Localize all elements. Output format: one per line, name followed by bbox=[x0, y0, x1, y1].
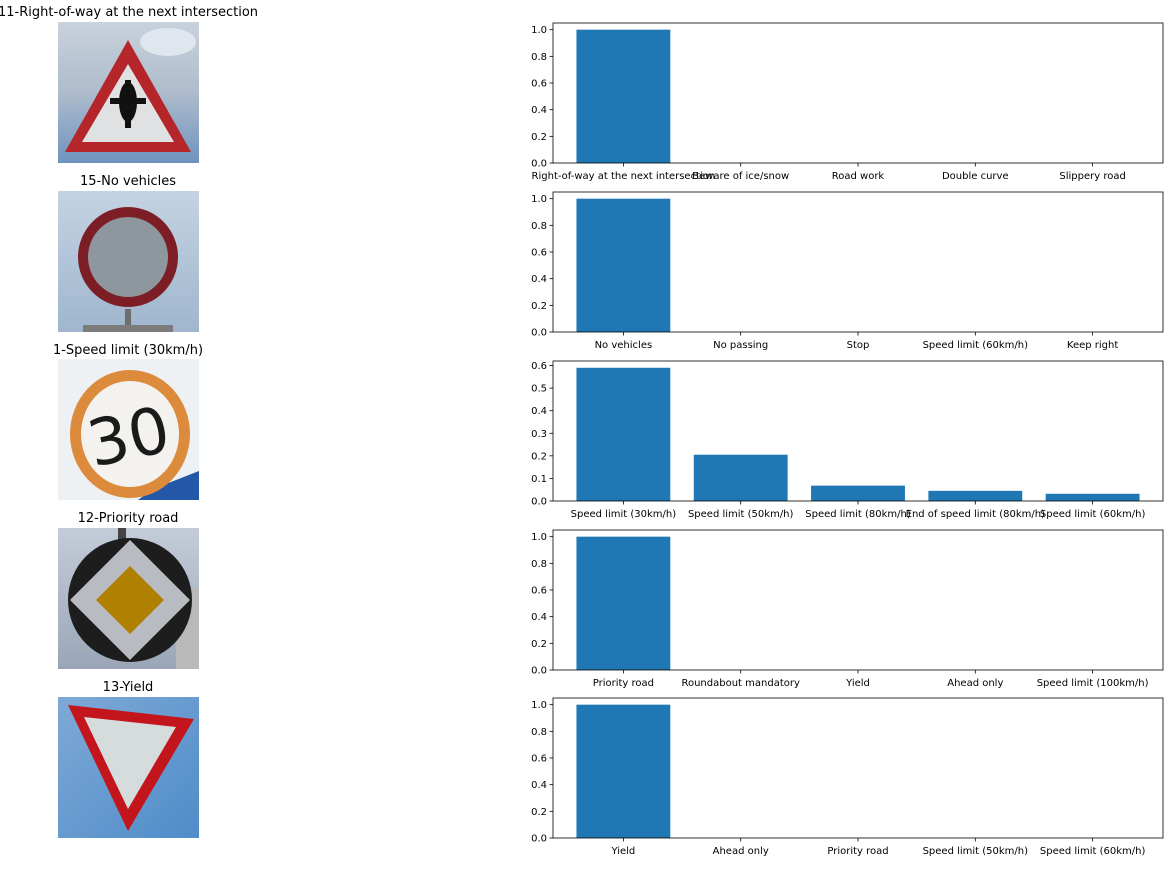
bar bbox=[576, 29, 671, 163]
bar-chart-svg: 0.0 0.2 0.4 0.6 0.8 1.0 Yield Ahead only Priorit… bbox=[531, 697, 1164, 857]
x-tick-label: Slippery road bbox=[1059, 171, 1125, 182]
y-tick-label: 0.8 bbox=[531, 559, 547, 570]
bar-chart-svg: 0.0 0.2 0.4 0.6 0.8 1.0 Right-of-way at the ne… bbox=[531, 22, 1164, 182]
svg-text:30: 30 bbox=[81, 393, 176, 482]
y-tick-label: 0.8 bbox=[531, 727, 547, 738]
y-tick-label: 0.0 bbox=[531, 834, 547, 845]
y-tick-label: 0.6 bbox=[531, 586, 547, 597]
x-tick-label: Beware of ice/snow bbox=[692, 171, 789, 182]
y-tick-label: 0.0 bbox=[531, 159, 547, 170]
bar bbox=[693, 454, 788, 501]
y-tick-label: 0.3 bbox=[531, 429, 547, 440]
bar-chart-svg: 0.0 0.2 0.4 0.6 0.8 1.0 No vehicles No passing S… bbox=[531, 191, 1164, 351]
prediction-chart-1: 0.0 0.2 0.4 0.6 0.8 1.0 Right-of-way at the ne… bbox=[530, 20, 1170, 200]
y-tick-label: 0.6 bbox=[531, 754, 547, 765]
x-tick-label: Priority road bbox=[827, 846, 888, 857]
y-tick-label: 0.4 bbox=[531, 406, 547, 417]
prediction-chart-3: 0.0 0.1 0.2 0.3 0.4 0.5 0.6 Speed limit (30km/h… bbox=[530, 358, 1170, 538]
x-tick-label: Ahead only bbox=[713, 846, 769, 857]
bar bbox=[811, 485, 905, 501]
x-tick-label: Right-of-way at the next intersection bbox=[532, 171, 716, 182]
y-tick-label: 0.0 bbox=[531, 328, 547, 339]
x-tick-label: Speed limit (30km/h) bbox=[571, 509, 677, 520]
row-title-1: 11-Right-of-way at the next intersection bbox=[0, 5, 259, 20]
y-tick-label: 1.0 bbox=[531, 194, 547, 205]
x-tick-label: Speed limit (50km/h) bbox=[923, 846, 1029, 857]
y-tick-label: 0.1 bbox=[531, 474, 547, 485]
y-tick-label: 0.2 bbox=[531, 301, 547, 312]
x-tick-label: Priority road bbox=[593, 678, 654, 689]
y-tick-label: 0.4 bbox=[531, 612, 547, 623]
y-tick-label: 1.0 bbox=[531, 532, 547, 543]
y-tick-label: 0.0 bbox=[531, 666, 547, 677]
y-tick-label: 0.2 bbox=[531, 451, 547, 462]
y-tick-label: 1.0 bbox=[531, 700, 547, 711]
x-tick-label: Yield bbox=[610, 846, 635, 857]
y-tick-label: 0.2 bbox=[531, 132, 547, 143]
y-tick-label: 0.4 bbox=[531, 780, 547, 791]
row-title-2: 15-No vehicles bbox=[79, 174, 177, 189]
y-tick-label: 0.6 bbox=[531, 79, 547, 90]
bar bbox=[1045, 493, 1140, 501]
x-tick-label: Speed limit (80km/h) bbox=[805, 509, 911, 520]
bar bbox=[576, 704, 671, 838]
y-tick-label: 0.5 bbox=[531, 384, 547, 395]
y-tick-label: 0.4 bbox=[531, 105, 547, 116]
y-tick-label: 0.6 bbox=[531, 361, 547, 372]
prediction-chart-5: 0.0 0.2 0.4 0.6 0.8 1.0 Yield Ahead only Priorit… bbox=[530, 695, 1170, 875]
x-tick-label: Speed limit (60km/h) bbox=[1040, 846, 1146, 857]
y-tick-label: 1.0 bbox=[531, 25, 547, 36]
prediction-chart-4: 0.0 0.2 0.4 0.6 0.8 1.0 Priority road Roundabou… bbox=[530, 527, 1170, 707]
bar bbox=[576, 367, 671, 501]
x-tick-label: Speed limit (60km/h) bbox=[1040, 509, 1146, 520]
x-tick-label: Stop bbox=[847, 340, 870, 351]
row-title-4: 12-Priority road bbox=[77, 511, 179, 526]
y-tick-label: 0.4 bbox=[531, 274, 547, 285]
yield-inverted-triangle-sign-icon bbox=[58, 697, 199, 838]
x-tick-label: Speed limit (100km/h) bbox=[1037, 678, 1149, 689]
bar-chart-svg: 0.0 0.1 0.2 0.3 0.4 0.5 0.6 Speed limit (30km/h… bbox=[531, 360, 1164, 520]
y-tick-label: 0.8 bbox=[531, 52, 547, 63]
bar bbox=[576, 198, 671, 332]
speed-limit-30-sign-icon: 30 bbox=[58, 359, 199, 500]
bar-chart-svg: 0.0 0.2 0.4 0.6 0.8 1.0 Priority road Roundabou… bbox=[531, 529, 1164, 689]
priority-road-diamond-sign-icon bbox=[58, 528, 199, 669]
y-tick-label: 0.6 bbox=[531, 248, 547, 259]
row-title-3: 1-Speed limit (30km/h) bbox=[52, 343, 204, 358]
x-tick-label: Road work bbox=[832, 171, 885, 182]
x-tick-label: No vehicles bbox=[595, 340, 653, 351]
x-tick-label: End of speed limit (80km/h) bbox=[906, 509, 1045, 520]
y-tick-label: 0.2 bbox=[531, 639, 547, 650]
y-tick-label: 0.2 bbox=[531, 807, 547, 818]
x-tick-label: Speed limit (60km/h) bbox=[923, 340, 1029, 351]
bar bbox=[928, 490, 1023, 501]
x-tick-label: Speed limit (50km/h) bbox=[688, 509, 794, 520]
x-tick-label: Ahead only bbox=[947, 678, 1003, 689]
row-title-5: 13-Yield bbox=[102, 680, 154, 695]
right-of-way-triangle-sign-icon bbox=[58, 22, 199, 163]
prediction-chart-2: 0.0 0.2 0.4 0.6 0.8 1.0 No vehicles No passing S… bbox=[530, 189, 1170, 369]
x-tick-label: No passing bbox=[713, 340, 768, 351]
bar bbox=[576, 536, 671, 670]
x-tick-label: Keep right bbox=[1067, 340, 1118, 351]
x-tick-label: Double curve bbox=[942, 171, 1009, 182]
no-vehicles-circle-sign-icon bbox=[58, 191, 199, 332]
x-tick-label: Roundabout mandatory bbox=[681, 678, 800, 689]
y-tick-label: 0.0 bbox=[531, 497, 547, 508]
x-tick-label: Yield bbox=[845, 678, 870, 689]
y-tick-label: 0.8 bbox=[531, 221, 547, 232]
